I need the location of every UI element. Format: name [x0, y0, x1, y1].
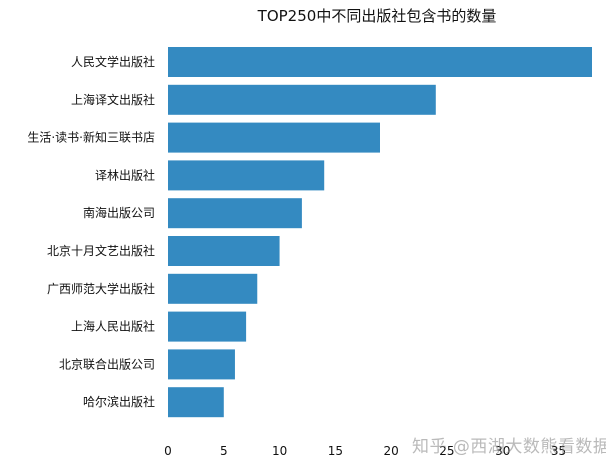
watermark: 知乎 @西湖大数熊看数据: [412, 437, 606, 457]
category-label-7: 上海人民出版社: [71, 319, 155, 334]
bar-4: [168, 198, 302, 229]
bar-0: [168, 47, 592, 77]
bar-6: [168, 273, 258, 304]
bar-3: [168, 160, 325, 191]
category-label-1: 上海译文出版社: [71, 92, 155, 107]
category-label-3: 译林出版社: [95, 167, 155, 182]
x-axis-ticks: 0 5 10 15 20 25 30 35: [164, 444, 566, 458]
bar-5: [168, 236, 280, 266]
category-label-4: 南海出版公司: [83, 205, 155, 220]
bar-2: [168, 122, 380, 153]
x-tick-label-3: 15: [328, 444, 343, 458]
category-label-6: 广西师范大学出版社: [47, 281, 155, 296]
bar-1: [168, 84, 436, 115]
bar-8: [168, 349, 235, 380]
category-label-2: 生活·读书·新知三联书店: [27, 130, 155, 145]
category-label-5: 北京十月文艺出版社: [47, 243, 155, 258]
x-tick-label-5: 25: [439, 444, 454, 458]
x-tick-label-6: 30: [495, 444, 510, 458]
category-label-0: 人民文学出版社: [71, 54, 155, 69]
bar-7: [168, 311, 247, 342]
category-label-8: 北京联合出版公司: [59, 356, 155, 371]
x-tick-label-7: 35: [551, 444, 566, 458]
x-tick-label-0: 0: [164, 444, 172, 458]
chart-title: TOP250中不同出版社包含书的数量: [257, 7, 497, 25]
category-labels: 人民文学出版社上海译文出版社生活·读书·新知三联书店译林出版社南海出版公司北京十…: [27, 54, 155, 409]
category-label-9: 哈尔滨出版社: [83, 394, 155, 409]
x-tick-label-1: 5: [220, 444, 228, 458]
x-tick-label-4: 20: [384, 444, 399, 458]
bars-layer: [168, 47, 592, 418]
x-tick-label-2: 10: [272, 444, 287, 458]
bar-9: [168, 387, 224, 418]
